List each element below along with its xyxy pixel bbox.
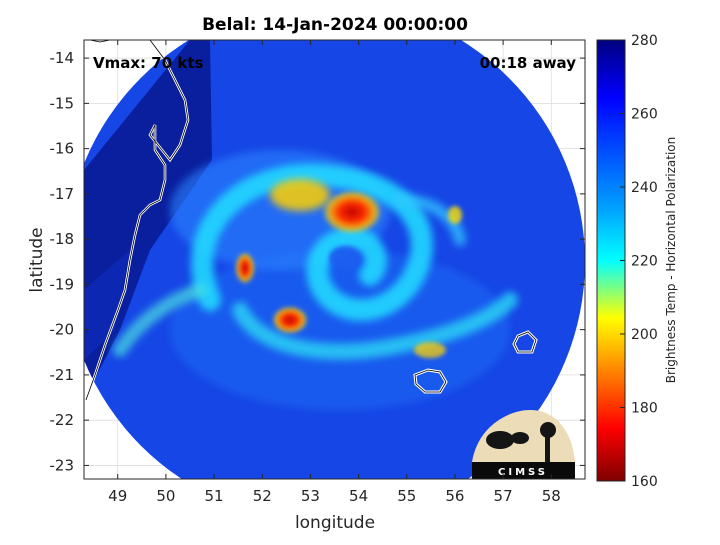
y-tick-label: -20 — [50, 321, 75, 339]
colorbar-label: Brightness Temp - Horizontal Polarizatio… — [664, 137, 678, 384]
axes-frame — [83, 39, 586, 480]
x-tick-label: 54 — [349, 487, 368, 505]
colorbar-tick-label: 240 — [631, 180, 658, 196]
y-tick-label: -23 — [50, 456, 75, 474]
time-offset-annotation: 00:18 away — [480, 54, 577, 72]
x-tick-label: 57 — [494, 487, 513, 505]
x-tick-label: 56 — [445, 487, 464, 505]
y-axis-label: latitude — [27, 227, 47, 292]
x-tick-label: 50 — [156, 487, 175, 505]
colorbar-tick-label: 280 — [631, 33, 658, 49]
colorbar-tick-label: 220 — [631, 254, 658, 270]
x-tick-label: 51 — [205, 487, 224, 505]
swath-image — [84, 40, 585, 479]
y-tick-label: -19 — [50, 275, 75, 293]
coastlines — [84, 40, 538, 401]
cimss-logo: CIMSS — [472, 410, 575, 479]
colorbar-tick-label: 260 — [631, 107, 658, 123]
x-tick-label: 49 — [108, 487, 127, 505]
storm-eye — [329, 246, 361, 270]
y-tick-label: -17 — [50, 185, 75, 203]
y-tick-label: -15 — [50, 94, 75, 112]
y-tick-label: -21 — [50, 366, 75, 384]
colorbar-tick-label: 160 — [631, 474, 658, 490]
colorbar-tick-label: 180 — [631, 401, 658, 417]
axis-ticks: 49 50 51 52 53 54 55 56 57 58 -14 -15 -16 -17 -18 -19 -2… — [50, 40, 585, 505]
y-tick-label: -18 — [50, 230, 75, 248]
y-tick-label: -16 — [50, 140, 75, 158]
chart-title: Belal: 14-Jan-2024 00:00:00 — [202, 15, 468, 35]
x-tick-label: 58 — [542, 487, 561, 505]
y-tick-label: -22 — [50, 411, 75, 429]
x-tick-label: 53 — [301, 487, 320, 505]
cimss-logo-text: CIMSS — [498, 467, 548, 478]
colorbar-tick-label: 200 — [631, 327, 658, 343]
colorbar-ticks: 160 180 200 220 240 260 280 — [620, 33, 658, 490]
vmax-annotation: Vmax: 70 kts — [93, 54, 203, 72]
x-tick-label: 52 — [253, 487, 272, 505]
y-tick-label: -14 — [50, 49, 75, 67]
x-axis-label: longitude — [295, 513, 375, 533]
x-tick-label: 55 — [397, 487, 416, 505]
